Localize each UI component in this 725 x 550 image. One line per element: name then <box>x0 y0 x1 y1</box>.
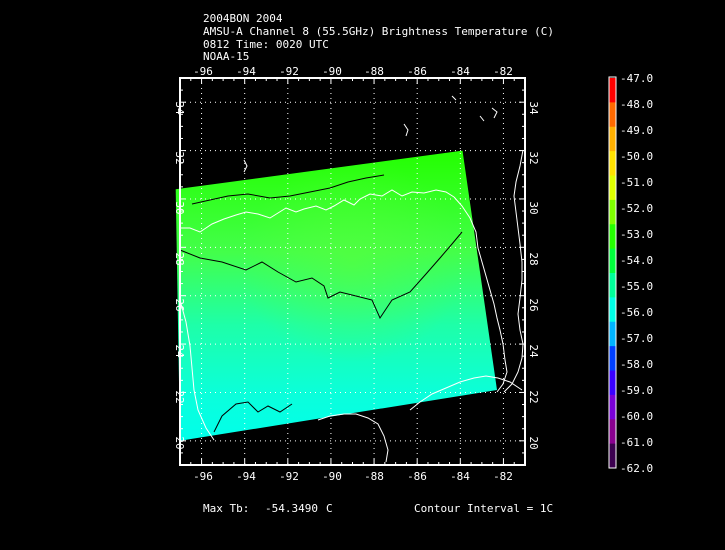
lat-label-left-34: 34 <box>173 101 186 115</box>
lon-label-bottom-1: -96 <box>193 470 213 483</box>
max-tb-unit: C <box>326 502 333 515</box>
lon-label-bottom-4: -90 <box>322 470 342 483</box>
lon-label-top-6: -86 <box>407 65 427 78</box>
inland-lake-1 <box>243 159 248 173</box>
colorbar-swatch-14 <box>609 394 616 420</box>
colorbar-label-11: -57.0 <box>620 332 653 345</box>
lat-label-right-24: 24 <box>527 344 540 358</box>
lat-label-right-32: 32 <box>527 151 540 164</box>
contour-line-1 <box>179 231 463 320</box>
contour-line-2 <box>191 174 385 205</box>
lat-label-left-30: 30 <box>173 201 186 214</box>
colorbar-swatch-10 <box>609 297 616 323</box>
colorbar-label-13: -59.0 <box>620 384 653 397</box>
lat-label-right-20: 20 <box>527 436 540 449</box>
contours <box>179 174 463 433</box>
colorbar-label-12: -58.0 <box>620 358 653 371</box>
colorbar-label-14: -60.0 <box>620 410 653 423</box>
lat-label-right-26: 26 <box>527 298 540 311</box>
swath-highlight <box>175 150 497 441</box>
header-line-1: 2004BON 2004 <box>203 12 283 25</box>
colorbar-label-5: -51.0 <box>620 176 653 189</box>
colorbar-label-15: -61.0 <box>620 436 653 449</box>
colorbar-swatch-3 <box>609 126 616 152</box>
max-tb-value: -54.3490 <box>265 502 318 515</box>
colorbar-swatch-1 <box>609 78 616 103</box>
inland-lake-4 <box>451 95 457 101</box>
colorbar-border <box>608 76 617 469</box>
colorbar-label-6: -52.0 <box>620 202 653 215</box>
inland-lake-2 <box>403 123 409 137</box>
map-frame <box>179 77 526 466</box>
colorbar-swatch-9 <box>609 273 616 298</box>
header-line-2: AMSU-A Channel 8 (55.5GHz) Brightness Te… <box>203 25 554 38</box>
contour-interval: Contour Interval = 1C <box>414 502 553 515</box>
lat-label-left-20: 20 <box>173 436 186 449</box>
colorbar-label-4: -50.0 <box>620 150 653 163</box>
lon-label-top-4: -90 <box>322 65 342 78</box>
lat-label-right-22: 22 <box>527 390 540 403</box>
colorbar-swatch-11 <box>609 321 616 347</box>
lat-label-left-32: 32 <box>173 151 186 164</box>
header-line-4: NOAA-15 <box>203 50 249 63</box>
colorbar-swatch-8 <box>609 248 616 274</box>
colorbar-swatch-4 <box>609 151 616 177</box>
lat-label-right-28: 28 <box>527 252 540 265</box>
lat-label-left-24: 24 <box>173 344 186 358</box>
colorbar-label-16: -62.0 <box>620 462 653 475</box>
colorbar-label-3: -49.0 <box>620 124 653 137</box>
lon-label-top-1: -96 <box>193 65 213 78</box>
florida-west-coast <box>453 196 508 393</box>
header-line-3: 0812 Time: 0020 UTC <box>203 38 329 51</box>
colorbar-swatches <box>609 78 616 469</box>
mexico-coast <box>179 299 215 441</box>
colorbar-swatch-16 <box>609 443 616 469</box>
colorbar: -47.0 -48.0 -49.0 -50.0 -51.0 -52.0 -53.… <box>608 72 653 475</box>
colorbar-swatch-15 <box>609 419 616 445</box>
axis-labels: -96 -94 -92 -90 -88 -86 -84 -82 -96 -94 … <box>173 65 540 483</box>
frame-ticks <box>179 77 526 466</box>
lon-label-bottom-3: -92 <box>279 470 299 483</box>
lon-label-bottom-5: -88 <box>364 470 384 483</box>
colorbar-label-9: -55.0 <box>620 280 653 293</box>
lat-label-left-28: 28 <box>173 252 186 265</box>
lon-label-top-7: -84 <box>450 65 470 78</box>
lon-label-bottom-2: -94 <box>236 470 256 483</box>
colorbar-swatch-13 <box>609 370 616 396</box>
max-tb-label: Max Tb: <box>203 502 249 515</box>
colorbar-swatch-6 <box>609 199 616 225</box>
lon-label-bottom-7: -84 <box>450 470 470 483</box>
colorbar-label-2: -48.0 <box>620 98 653 111</box>
colorbar-swatch-7 <box>609 224 616 250</box>
lon-label-bottom-6: -86 <box>407 470 427 483</box>
colorbar-label-7: -53.0 <box>620 228 653 241</box>
lat-label-left-22: 22 <box>173 390 186 403</box>
footer: Max Tb: -54.3490 C Contour Interval = 1C <box>203 502 553 515</box>
lon-label-top-3: -92 <box>279 65 299 78</box>
colorbar-swatch-5 <box>609 175 616 201</box>
yucatan-coast <box>317 413 389 463</box>
colorbar-label-1: -47.0 <box>620 72 653 85</box>
lon-label-top-5: -88 <box>364 65 384 78</box>
contour-line-3 <box>213 401 293 433</box>
lat-label-right-34: 34 <box>527 101 540 115</box>
inland-lake-5 <box>479 115 485 122</box>
swath-layer <box>175 150 497 441</box>
colorbar-label-10: -56.0 <box>620 306 653 319</box>
lat-label-right-30: 30 <box>527 201 540 214</box>
inland-lake-3 <box>491 107 498 119</box>
colorbar-swatch-2 <box>609 102 616 128</box>
florida-east-coast <box>503 149 524 393</box>
lon-label-top-2: -94 <box>236 65 256 78</box>
lon-label-top-8: -82 <box>493 65 513 78</box>
lon-label-bottom-8: -82 <box>493 470 513 483</box>
lat-label-left-26: 26 <box>173 298 186 311</box>
coastline <box>179 95 524 463</box>
colorbar-labels: -47.0 -48.0 -49.0 -50.0 -51.0 -52.0 -53.… <box>620 72 653 475</box>
colorbar-swatch-12 <box>609 346 616 372</box>
cuba-coast <box>409 375 523 411</box>
gulf-coast-north <box>180 189 455 233</box>
colorbar-label-8: -54.0 <box>620 254 653 267</box>
